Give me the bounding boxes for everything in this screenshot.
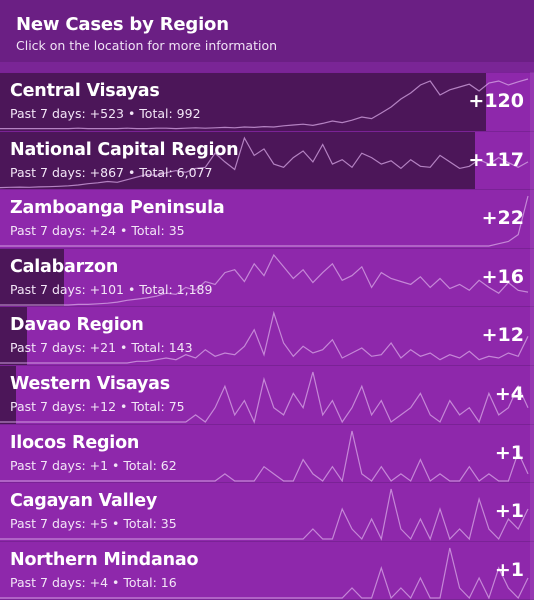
region-name: Ilocos Region [10,432,140,453]
sparkline-path [0,136,529,188]
sparkline [0,430,529,483]
sparkline [0,136,529,188]
new-cases-count: +4 [494,382,524,405]
region-stats: Past 7 days: +101 • Total: 1,189 [10,281,213,297]
region-stats: Past 7 days: +12 • Total: 75 [10,398,185,414]
region-row[interactable]: Northern Mindanao Past 7 days: +4 • Total… [0,540,534,600]
region-stats: Past 7 days: +5 • Total: 35 [10,516,177,532]
total-bar [0,248,65,307]
region-name: Western Visayas [10,373,170,394]
region-row[interactable]: Cagayan Valley Past 7 days: +5 • Total: 3… [0,482,534,541]
region-row[interactable]: Zamboanga Peninsula Past 7 days: +24 • To… [0,189,534,248]
sparkline-path [0,489,529,541]
region-row[interactable]: Western Visayas Past 7 days: +12 • Total:… [0,364,534,424]
sparkline-path [0,196,529,247]
region-stats: Past 7 days: +21 • Total: 143 [10,340,193,356]
region-row[interactable]: Ilocos Region Past 7 days: +1 • Total: 62… [0,423,534,483]
header: New Cases by Region Click on the locatio… [0,0,534,62]
sparkline [0,196,529,247]
sparkline [0,547,529,600]
scrollbar[interactable] [530,72,534,600]
region-row[interactable]: Davao Region Past 7 days: +21 • Total: 14… [0,306,534,365]
region-stats: Past 7 days: +523 • Total: 992 [10,106,201,121]
page-subtitle: Click on the location for more informati… [16,38,278,53]
sparkline-path [0,430,529,483]
sparkline-path [0,547,529,600]
new-cases-count: +1 [494,441,524,464]
region-name: Northern Mindanao [10,549,199,570]
new-cases-count: +117 [468,148,524,171]
region-name: Central Visayas [10,81,160,101]
sparkline [0,311,529,364]
new-cases-count: +16 [481,265,524,288]
total-bar [0,307,27,365]
region-list: Central Visayas Past 7 days: +523 • Total… [0,72,534,600]
total-bar [0,365,17,424]
region-stats: Past 7 days: +867 • Total: 6,077 [10,164,213,180]
region-name: National Capital Region [10,139,239,160]
total-bar [0,73,486,131]
new-cases-count: +1 [494,558,524,581]
new-cases-count: +120 [468,90,524,112]
sparkline-path [0,371,529,424]
region-row[interactable]: National Capital Region Past 7 days: +867… [0,130,534,190]
page-title: New Cases by Region [16,14,229,35]
region-row[interactable]: Central Visayas Past 7 days: +523 • Total… [0,72,534,131]
new-cases-count: +12 [481,324,524,347]
region-name: Davao Region [10,315,144,336]
sparkline-path [0,78,529,130]
sparkline [0,371,529,424]
sparkline [0,253,529,306]
region-stats: Past 7 days: +4 • Total: 16 [10,574,177,590]
sparkline-path [0,311,529,364]
region-name: Calabarzon [10,256,119,277]
region-name: Zamboanga Peninsula [10,198,225,219]
region-row[interactable]: Calabarzon Past 7 days: +101 • Total: 1,1… [0,247,534,307]
region-name: Cagayan Valley [10,491,158,512]
region-stats: Past 7 days: +24 • Total: 35 [10,223,185,239]
sparkline-path [0,253,529,306]
new-cases-count: +22 [481,207,524,230]
sparkline [0,489,529,541]
region-stats: Past 7 days: +1 • Total: 62 [10,457,177,473]
new-cases-count: +1 [494,500,524,523]
sparkline [0,78,529,130]
